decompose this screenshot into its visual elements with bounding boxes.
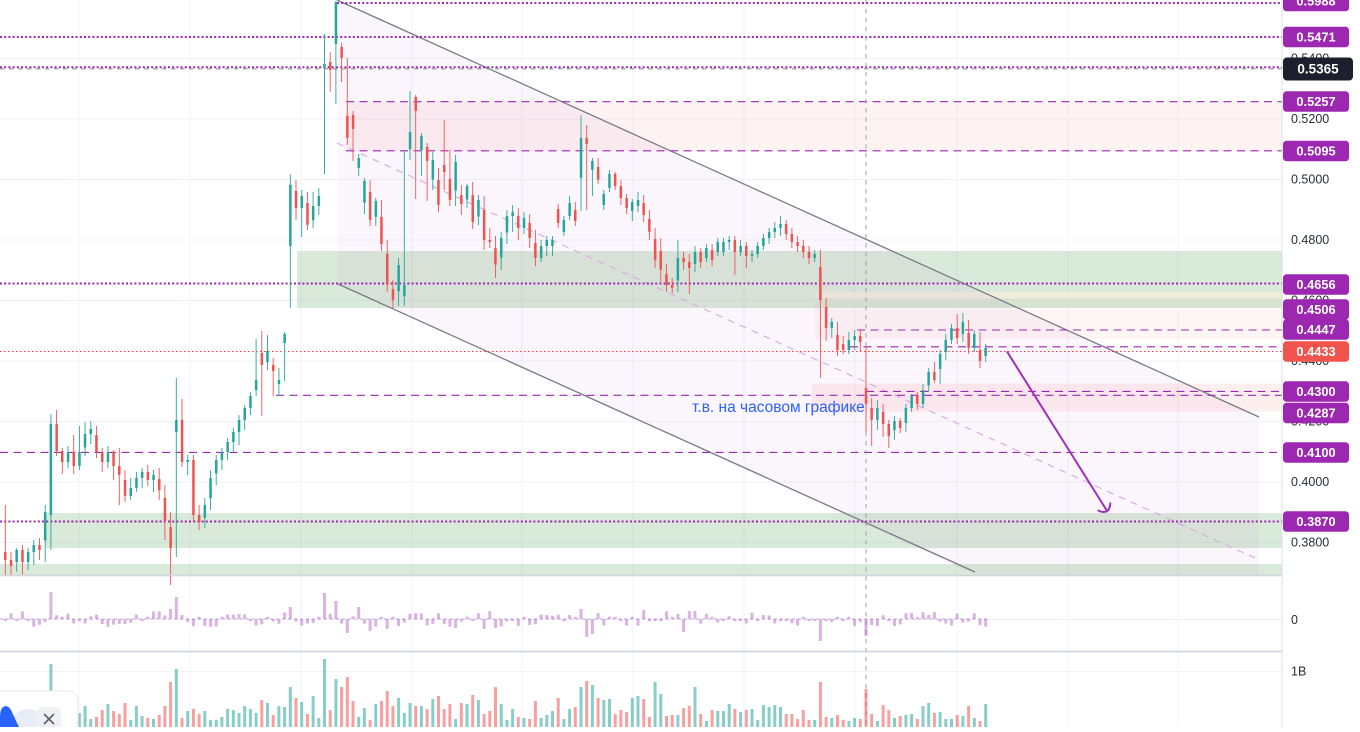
svg-text:0: 0	[1291, 613, 1298, 627]
svg-text:0.3870: 0.3870	[1296, 514, 1335, 529]
svg-text:0.5988: 0.5988	[1296, 0, 1335, 8]
svg-text:0.5000: 0.5000	[1291, 173, 1329, 187]
svg-text:0.4300: 0.4300	[1296, 384, 1335, 399]
svg-text:0.4000: 0.4000	[1291, 475, 1329, 489]
svg-text:0.5200: 0.5200	[1291, 112, 1329, 126]
svg-text:0.4506: 0.4506	[1296, 302, 1335, 317]
svg-text:0.4447: 0.4447	[1296, 322, 1335, 337]
svg-text:0.4287: 0.4287	[1296, 405, 1335, 420]
svg-text:0.4800: 0.4800	[1291, 233, 1329, 247]
svg-text:0.4433: 0.4433	[1296, 344, 1335, 359]
svg-text:т.в. на часовом графике: т.в. на часовом графике	[692, 399, 865, 416]
svg-text:0.5257: 0.5257	[1296, 94, 1335, 109]
svg-text:0.5095: 0.5095	[1296, 143, 1335, 158]
svg-text:0.5365: 0.5365	[1297, 62, 1339, 77]
svg-text:0.4100: 0.4100	[1296, 445, 1335, 460]
svg-text:0.4656: 0.4656	[1296, 277, 1335, 292]
svg-text:0.5471: 0.5471	[1296, 29, 1335, 44]
svg-text:1B: 1B	[1291, 665, 1306, 679]
svg-text:0.3800: 0.3800	[1291, 536, 1329, 550]
